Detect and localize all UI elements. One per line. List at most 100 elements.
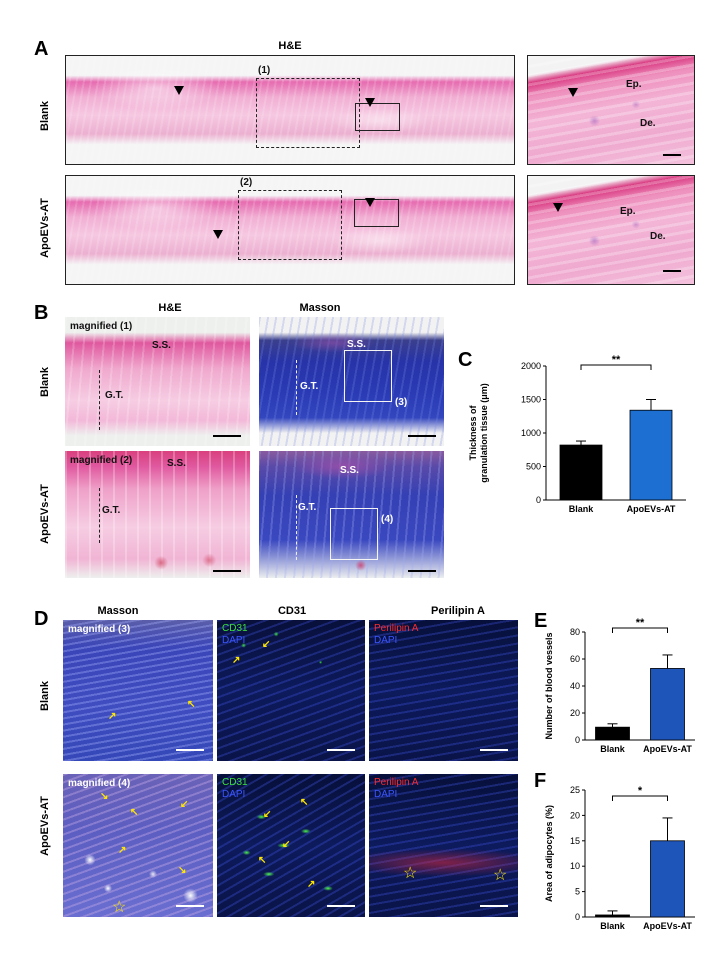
significance-bracket <box>580 364 652 370</box>
gt-label: G.T. <box>300 381 319 392</box>
zoom-label-de-blank: De. <box>640 118 656 129</box>
zoom-label-de-apoevs: De. <box>650 231 666 242</box>
y-axis-label: Number of blood vessels <box>544 632 554 739</box>
arrowhead-icon <box>553 203 563 212</box>
arrowhead-icon <box>365 98 375 107</box>
he-magnified-apoevs <box>65 451 250 578</box>
panel-b-column-header-he: H&E <box>158 302 182 314</box>
panel-b-column-header-masson: Masson <box>299 302 341 314</box>
dashed-box-1 <box>256 78 360 148</box>
panel-letter-b: B <box>34 302 49 324</box>
scale-bar <box>480 905 508 907</box>
panel-d-column-header-perilipin: Perilipin A <box>431 605 485 617</box>
y-tick-label: 0 <box>575 735 580 745</box>
dapi-stain-label: DAPI <box>374 635 398 646</box>
scale-bar <box>327 905 355 907</box>
he-zoom-apoevs <box>527 175 695 285</box>
panel-a-row-label-blank: Blank <box>39 101 51 131</box>
y-tick-label: 20 <box>570 708 580 718</box>
vessel-arrow-icon: ↘ <box>178 865 187 876</box>
x-tick-label: Blank <box>600 921 626 931</box>
scale-bar <box>213 435 241 437</box>
cd31-blank <box>217 620 365 761</box>
x-tick-label: ApoEVs-AT <box>627 504 676 514</box>
ss-label: S.S. <box>347 339 366 350</box>
perilipin-stain-label: Perilipin A <box>374 623 419 634</box>
magnified-label-2: magnified (2) <box>70 455 133 466</box>
vessel-arrow-icon: ↙ <box>263 809 272 820</box>
bar <box>650 840 685 918</box>
gt-thickness-marker <box>296 360 297 415</box>
y-tick-label: 500 <box>526 462 541 472</box>
vessel-arrow-icon: ↖ <box>187 699 196 710</box>
vessel-arrow-icon: ↙ <box>262 639 271 650</box>
dapi-stain-label: DAPI <box>222 789 246 800</box>
bar <box>650 668 685 741</box>
dashed-box-2 <box>238 190 342 260</box>
arrowhead-icon <box>213 230 223 239</box>
he-overview-blank <box>65 55 515 165</box>
cd31-stain-label: CD31 <box>222 623 248 634</box>
bar <box>595 726 630 741</box>
y-axis-label: granulation tissue (μm) <box>479 383 489 483</box>
gt-thickness-marker <box>99 370 100 430</box>
y-tick-label: 2000 <box>521 361 541 371</box>
y-axis-label: Area of adipocytes (%) <box>544 805 554 902</box>
perilipin-apoevs <box>369 774 518 917</box>
scale-bar <box>408 435 436 437</box>
y-tick-label: 40 <box>570 681 580 691</box>
perilipin-stain-label: Perilipin A <box>374 777 419 788</box>
significance-label: * <box>638 785 643 797</box>
chart-c: 0 500 1000 1500 2000 Thickness of granulation … <box>468 354 686 514</box>
vessel-arrow-icon: ↖ <box>130 807 139 818</box>
y-tick-label: 0 <box>536 495 541 505</box>
scale-bar <box>663 154 681 156</box>
cd31-apoevs <box>217 774 365 917</box>
x-tick-label: Blank <box>569 504 595 514</box>
box-label-4: (4) <box>381 514 394 525</box>
scale-bar <box>408 570 436 572</box>
panel-a-column-header: H&E <box>278 40 302 52</box>
he-magnified-blank <box>65 317 250 446</box>
panel-b-row-label-blank: Blank <box>39 367 51 397</box>
scale-bar <box>663 270 681 272</box>
chart-e: 0 20 40 60 80 Number of blood vessels Blank Apo… <box>544 617 695 754</box>
dapi-stain-label: DAPI <box>222 635 246 646</box>
panel-letter-c: C <box>458 349 473 371</box>
magnified-label-1: magnified (1) <box>70 321 133 332</box>
scale-bar <box>327 749 355 751</box>
box-label-2: (2) <box>240 177 253 188</box>
significance-bracket <box>612 795 668 801</box>
y-tick-label: 25 <box>570 785 580 795</box>
scale-bar <box>176 905 204 907</box>
panel-b-row-label-apoevs: ApoEVs-AT <box>39 484 51 544</box>
vessel-arrow-icon: ↖ <box>300 797 309 808</box>
vessel-arrow-icon: ↘ <box>100 791 109 802</box>
arrowhead-icon <box>568 88 578 97</box>
significance-bracket <box>612 627 668 633</box>
vessel-arrow-icon: ↙ <box>282 839 291 850</box>
zoom-label-ep-blank: Ep. <box>626 79 642 90</box>
adipocyte-star-icon: ☆ <box>493 867 508 884</box>
perilipin-blank <box>369 620 518 761</box>
arrowhead-icon <box>174 86 184 95</box>
y-tick-label: 15 <box>570 836 580 846</box>
panel-d-row-label-blank: Blank <box>39 681 51 711</box>
scale-bar <box>176 749 204 751</box>
adipocyte-star-icon: ☆ <box>112 899 127 916</box>
y-tick-label: 5 <box>575 887 580 897</box>
adipocyte-star-icon: ☆ <box>403 865 418 882</box>
vessel-arrow-icon: ↗ <box>118 845 127 856</box>
box-label-1: (1) <box>258 65 271 76</box>
vessel-arrow-icon: ↗ <box>307 879 316 890</box>
vessel-arrow-icon: ↙ <box>180 799 189 810</box>
x-tick-label: ApoEVs-AT <box>643 744 692 754</box>
bar <box>559 444 603 501</box>
panel-letter-f: F <box>534 770 547 792</box>
vessel-arrow-icon: ↗ <box>232 655 241 666</box>
y-tick-label: 1000 <box>521 428 541 438</box>
roi-box-3 <box>344 350 392 402</box>
roi-box-4 <box>330 508 378 560</box>
panel-d-row-label-apoevs: ApoEVs-AT <box>39 796 51 856</box>
ss-label: S.S. <box>340 465 359 476</box>
